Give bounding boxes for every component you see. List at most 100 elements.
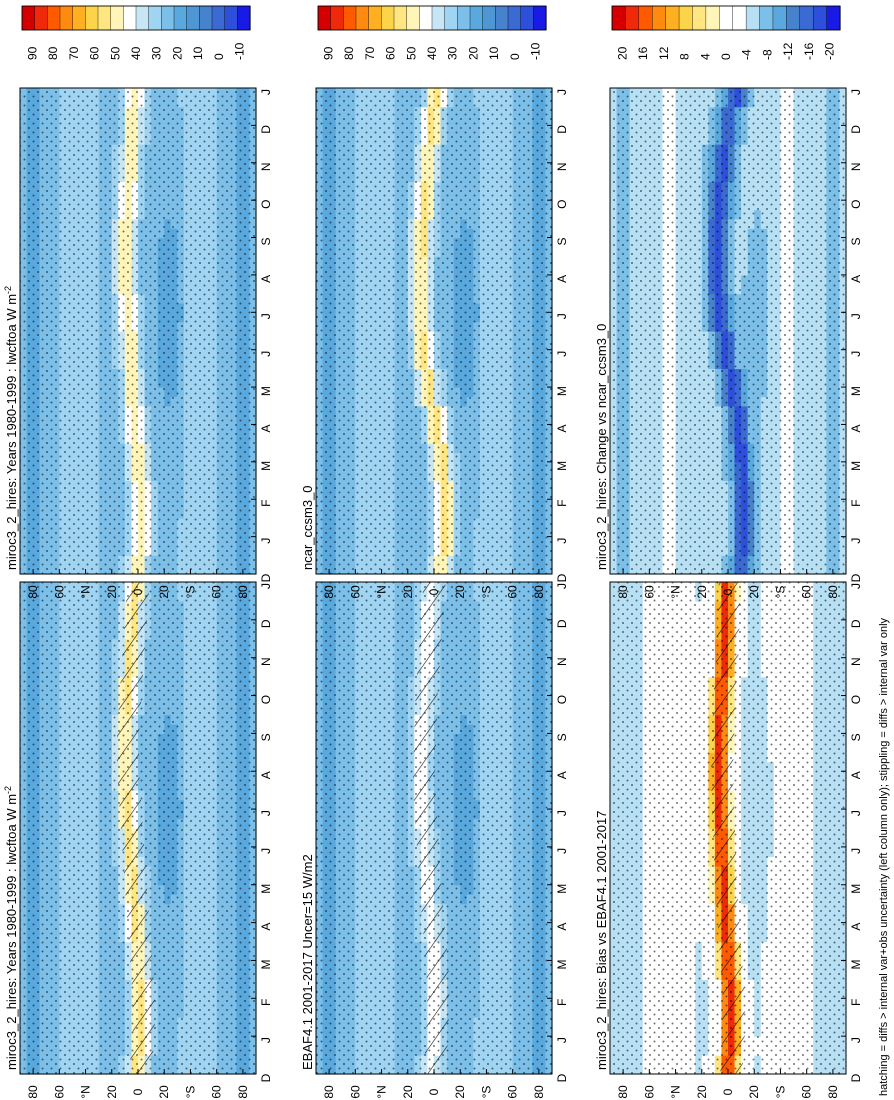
month-tick-label: J	[259, 848, 273, 854]
colorbar-swatch	[406, 5, 420, 31]
hatching-overlay	[117, 582, 155, 1074]
colorbar-swatch	[759, 5, 774, 31]
month-tick-label: O	[259, 695, 273, 704]
lat-tick-label: 20	[105, 585, 119, 599]
hatching-band	[117, 771, 142, 810]
colorbar-tick-label: 40	[129, 46, 143, 60]
colorbar-tick-label: 50	[108, 46, 122, 60]
colorbar-swatch	[199, 5, 213, 31]
month-tick-label: N	[259, 657, 273, 666]
month-tick-label: M	[259, 959, 273, 969]
hatching-band	[130, 960, 155, 999]
colorbar-tick-label: -10	[233, 42, 247, 60]
colorbar-tick-label: 20	[615, 46, 629, 60]
colorbar-swatch	[507, 5, 522, 31]
month-tick-label: D	[259, 1073, 273, 1082]
hatching-band	[117, 733, 140, 772]
colorbar-tick-label: 0	[212, 53, 226, 60]
month-tick-label: J	[259, 810, 273, 816]
colorbar-swatch	[161, 5, 175, 31]
lat-tick-label: 80	[26, 1085, 40, 1099]
colorbar-swatch	[772, 5, 787, 31]
colorbar-tick-label: -20	[823, 42, 837, 60]
hatching-band	[124, 884, 150, 923]
colorbar-tick-label: 70	[363, 46, 377, 60]
colorbar-swatch	[368, 5, 382, 31]
lat-tick-label: 60	[52, 585, 66, 599]
colorbar-tick-label: 20	[466, 46, 480, 60]
month-tick-label: M	[259, 884, 273, 894]
month-tick-label: F	[259, 500, 273, 507]
lat-tick-label: °N	[79, 585, 93, 598]
month-tick-label: A	[259, 923, 273, 931]
colorbar-tick-label: 8	[678, 53, 692, 60]
month-tick-label: A	[259, 424, 273, 432]
panel-title: miroc3_2_hires: Years 1980-1999 : lwcfto…	[3, 786, 19, 1070]
colorbar-swatch	[419, 5, 433, 31]
lat-tick-label: 60	[210, 585, 224, 599]
colorbar-tick-label: -4	[740, 49, 754, 60]
colorbar-swatch	[745, 5, 761, 31]
month-tick-label: J	[259, 1037, 273, 1043]
month-tick-label: J	[259, 583, 273, 589]
colorbar-tick-label: 16	[636, 46, 650, 60]
colorbar-swatch	[148, 5, 162, 31]
colorbar-tick-label: 30	[446, 46, 460, 60]
colorbar-swatch	[21, 5, 36, 31]
lat-tick-label: 20	[157, 585, 171, 599]
colorbar-swatch	[34, 5, 48, 31]
colorbar-tick-label: 4	[698, 53, 712, 60]
lat-tick-label: °S	[183, 1086, 197, 1099]
colorbar-swatch	[97, 5, 112, 31]
lat-tick-label: 80	[236, 585, 250, 599]
lat-tick-label: 20	[105, 1085, 119, 1099]
colorbar-4: 90 80 70 60 50 40 30 20 10 0 -10	[317, 5, 547, 60]
colorbar-swatch	[343, 5, 357, 31]
colorbar-swatch	[469, 5, 484, 31]
colorbar-tick-label: 20	[170, 46, 184, 60]
month-tick-label: J	[259, 313, 273, 319]
lat-tick-label: 60	[52, 1085, 66, 1099]
colorbar-swatch	[85, 5, 99, 31]
colorbar-swatch	[625, 5, 640, 31]
colorbar-swatch	[123, 5, 137, 31]
colorbar-tick-label: 80	[342, 46, 356, 60]
month-tick-label: A	[259, 275, 273, 283]
colorbar-swatch	[393, 5, 408, 31]
month-tick-label: J	[259, 351, 273, 357]
colorbar-swatch	[705, 5, 720, 31]
month-tick-label: A	[259, 771, 273, 779]
colorbar-tick-label: -16	[802, 42, 816, 60]
colorbar-swatch	[444, 5, 458, 31]
colorbar-swatch	[812, 5, 828, 31]
colorbar-swatch	[330, 5, 344, 31]
hatching-band	[119, 809, 145, 847]
colorbar-swatch	[186, 5, 200, 31]
month-tick-label: M	[259, 461, 273, 471]
month-tick-label: J	[259, 538, 273, 544]
colorbar-swatch	[237, 5, 251, 31]
lat-tick-label: °S	[183, 586, 197, 599]
colorbar-2: 90 80 70 60 50 40 30 20 10 0 -10	[21, 5, 251, 60]
lat-tick-label: 80	[236, 1085, 250, 1099]
hatching-band	[119, 657, 145, 696]
month-tick-label: N	[259, 162, 273, 171]
month-tick-label: D	[259, 125, 273, 134]
lat-tick-label: 60	[210, 1085, 224, 1099]
colorbar-tick-label: 50	[404, 46, 418, 60]
colorbar-swatch	[355, 5, 370, 31]
colorbar-frame	[317, 5, 547, 31]
colorbar-swatch	[533, 5, 547, 31]
colorbar-swatch	[72, 5, 86, 31]
panel-title: miroc3_2_hires: Years 1980-1999 : lwcfto…	[3, 286, 19, 570]
lat-tick-label: 0	[131, 588, 145, 595]
colorbar-swatch	[47, 5, 61, 31]
colorbar-tick-label: 10	[191, 46, 205, 60]
hatching-band	[122, 846, 147, 885]
month-tick-label: M	[259, 386, 273, 396]
colorbar-swatch	[173, 5, 188, 31]
